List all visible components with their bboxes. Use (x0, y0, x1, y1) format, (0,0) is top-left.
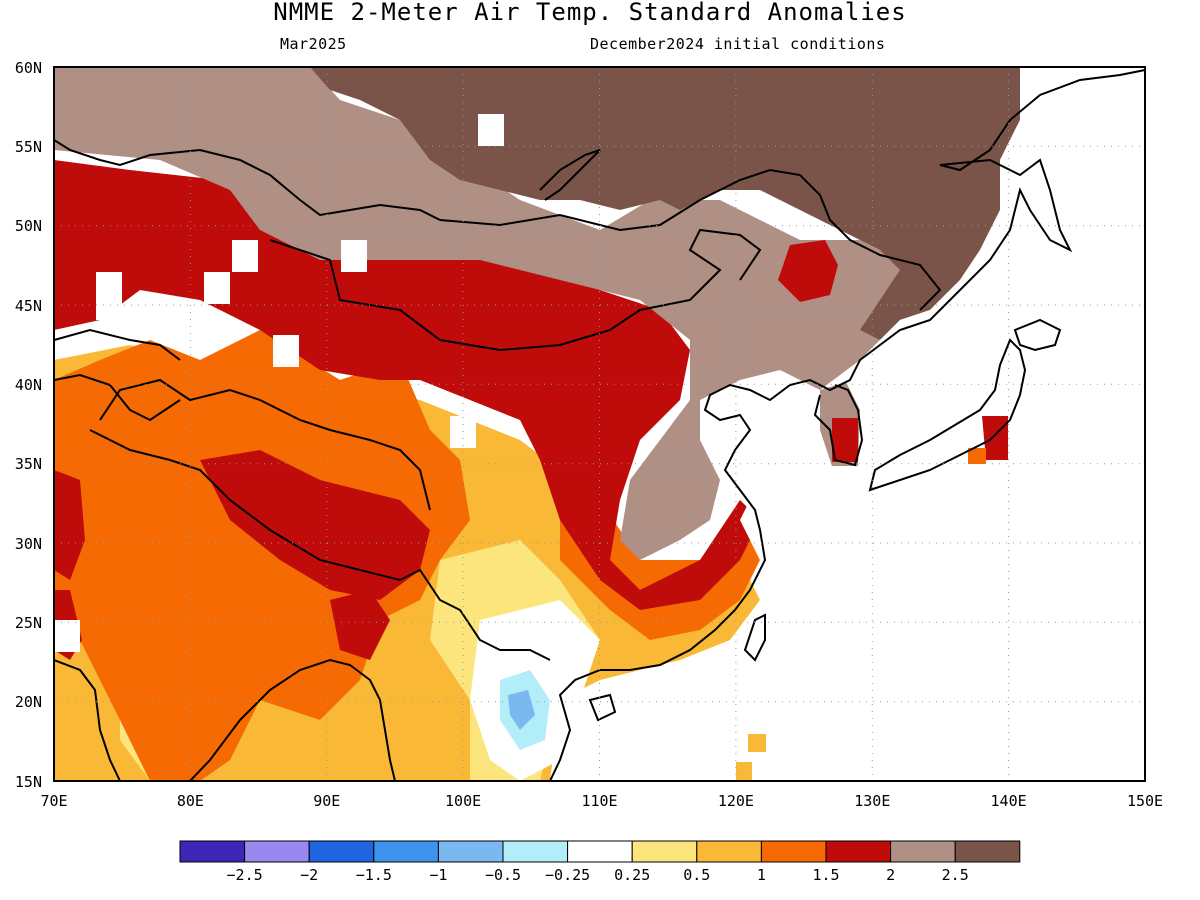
colorbar-swatch (567, 840, 633, 863)
missing-data-cell (54, 620, 80, 652)
lon-labels: 70E 80E 90E 100E 110E 120E 130E 140E 150… (40, 792, 1163, 810)
zone-west-red (54, 470, 85, 580)
lon-label: 90E (313, 792, 340, 810)
colorbar-label: −2.5 (227, 866, 263, 884)
lon-label: 100E (445, 792, 481, 810)
colorbar-swatch (631, 840, 698, 863)
lat-label: 30N (15, 535, 42, 553)
japan-orange (968, 448, 986, 464)
colorbar-label: 2 (886, 866, 895, 884)
colorbar-label: −0.25 (545, 866, 590, 884)
taiwan-coastline (743, 613, 766, 662)
lon-label: 140E (991, 792, 1027, 810)
baikal-shore (539, 149, 601, 201)
hainan-coastline (588, 693, 617, 722)
philippines-orange (736, 762, 752, 781)
tibet-china-border (99, 378, 431, 511)
missing-data-cell (204, 272, 230, 304)
colorbar-label: −0.5 (485, 866, 521, 884)
colorbar-label: −1 (429, 866, 447, 884)
japan-coastline (868, 338, 1027, 492)
lat-label: 55N (15, 138, 42, 156)
colorbar (179, 840, 1021, 863)
lat-label: 45N (15, 297, 42, 315)
colorbar-swatch (179, 840, 246, 863)
colorbar-swatch (760, 840, 827, 863)
lat-label: 35N (15, 455, 42, 473)
east-asia-coastline (549, 69, 1145, 781)
japan-red (982, 416, 1008, 460)
missing-data-cell (341, 240, 367, 272)
colorbar-label: 0.25 (614, 866, 650, 884)
gridlines (54, 67, 1145, 781)
zone-china-east-orange (560, 470, 760, 640)
map-title: NMME 2-Meter Air Temp. Standard Anomalie… (273, 0, 907, 26)
zone-manchuria-red (778, 240, 838, 302)
colorbar-swatch (437, 840, 504, 863)
colorbar-swatch (244, 840, 310, 863)
colorbar-swatch (825, 840, 892, 863)
zone-siberia-taupe (54, 67, 920, 560)
korea-red (832, 418, 858, 462)
russia-china-border (439, 168, 942, 311)
lat-label: 20N (15, 693, 42, 711)
lon-label: 110E (581, 792, 617, 810)
lat-label: 15N (15, 773, 42, 791)
zone-myanmar-red (330, 590, 390, 660)
lat-labels: 60N 55N 50N 45N 40N 35N 30N 25N 20N 15N (15, 59, 42, 791)
hokkaido-coastline (1013, 318, 1062, 352)
zone-indochina-cooler (508, 690, 535, 730)
missing-data-cell (96, 272, 122, 320)
zone-india-western-china (54, 330, 470, 781)
colorbar-swatch (954, 840, 1021, 863)
zone-tibet (200, 450, 430, 600)
lat-label: 60N (15, 59, 42, 77)
map-frame (53, 66, 1146, 782)
lon-label: 80E (177, 792, 204, 810)
lon-label: 120E (718, 792, 754, 810)
lon-label: 150E (1127, 792, 1163, 810)
colorbar-label: 0.5 (683, 866, 710, 884)
taiwan-yellow (748, 734, 766, 752)
lat-label: 25N (15, 614, 42, 632)
north-coast (54, 139, 441, 221)
lon-label: 130E (854, 792, 890, 810)
colorbar-label: 1 (757, 866, 766, 884)
colorbar-swatch (308, 840, 375, 863)
colorbar-swatch (373, 840, 439, 863)
himalaya-border (89, 429, 551, 661)
colorbar-labels: −2.5 −2 −1.5 −1 −0.5 −0.25 0.25 0.5 1 1.5 2 2.5 (227, 866, 969, 884)
lat-label: 50N (15, 217, 42, 235)
initial-conditions: December2024 initial conditions (590, 35, 886, 53)
colorbar-swatch (696, 840, 762, 863)
colorbar-label: 1.5 (812, 866, 839, 884)
korea-coastline (813, 384, 864, 467)
central-asia-borders (54, 328, 181, 422)
zone-central-asia (54, 160, 760, 610)
missing-data-cell (478, 114, 504, 146)
missing-data-cell (273, 335, 299, 367)
colorbar-swatch (502, 840, 569, 863)
lon-label: 70E (40, 792, 67, 810)
colorbar-label: −1.5 (356, 866, 392, 884)
ocean-east (740, 67, 1145, 781)
anomaly-field (54, 67, 1145, 781)
india-coastline (54, 658, 396, 781)
target-month: Mar2025 (280, 35, 347, 53)
colorbar-label: 2.5 (942, 866, 969, 884)
lat-label: 40N (15, 376, 42, 394)
colorbar-label: −2 (300, 866, 318, 884)
colorbar-swatch (890, 840, 956, 863)
missing-data-cell (232, 240, 258, 272)
